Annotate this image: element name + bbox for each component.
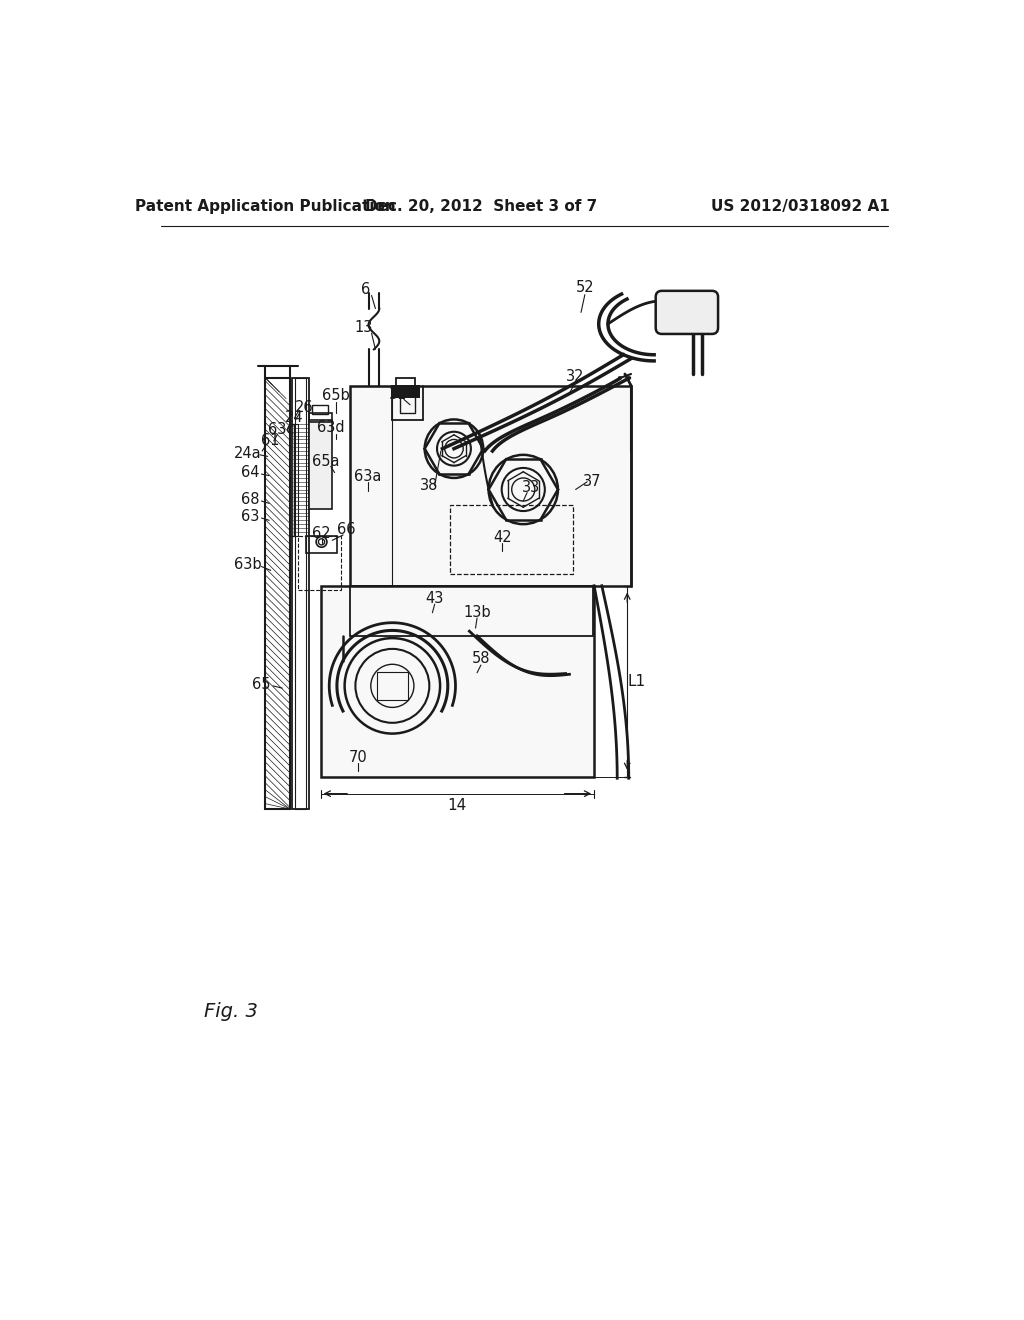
Text: 38: 38 bbox=[420, 478, 438, 494]
Bar bbox=[306, 536, 337, 553]
Bar bbox=[265, 378, 290, 809]
Text: Dec. 20, 2012  Sheet 3 of 7: Dec. 20, 2012 Sheet 3 of 7 bbox=[365, 198, 597, 214]
Text: Patent Application Publication: Patent Application Publication bbox=[135, 198, 395, 214]
Bar bbox=[298, 536, 341, 590]
FancyBboxPatch shape bbox=[655, 290, 718, 334]
Bar bbox=[400, 385, 416, 412]
Text: 24a: 24a bbox=[233, 446, 261, 461]
Text: 64: 64 bbox=[241, 465, 259, 480]
Text: 61: 61 bbox=[261, 433, 280, 447]
Text: US 2012/0318092 A1: US 2012/0318092 A1 bbox=[711, 198, 890, 214]
Bar bbox=[451, 506, 573, 574]
Text: 37: 37 bbox=[584, 474, 602, 490]
Text: 63d: 63d bbox=[317, 420, 344, 436]
Bar bbox=[311, 405, 329, 414]
Text: 14: 14 bbox=[447, 797, 467, 813]
Text: 26: 26 bbox=[295, 400, 313, 414]
Text: 70: 70 bbox=[348, 750, 367, 766]
Bar bbox=[309, 412, 333, 422]
Bar bbox=[295, 378, 306, 809]
Text: 43: 43 bbox=[426, 591, 443, 606]
Bar bbox=[350, 385, 631, 586]
Text: 33: 33 bbox=[522, 479, 540, 495]
Text: Fig. 3: Fig. 3 bbox=[204, 1002, 258, 1022]
Bar bbox=[396, 378, 416, 392]
Text: 6: 6 bbox=[360, 281, 370, 297]
Text: 32: 32 bbox=[566, 368, 585, 384]
Text: 63a: 63a bbox=[354, 469, 381, 484]
Bar bbox=[350, 385, 392, 586]
Bar bbox=[350, 586, 593, 636]
Text: 52: 52 bbox=[575, 280, 594, 296]
Text: 63b: 63b bbox=[233, 557, 261, 572]
Text: 58: 58 bbox=[472, 651, 490, 667]
Text: 24: 24 bbox=[286, 411, 304, 425]
Text: L1: L1 bbox=[628, 673, 645, 689]
Text: 65a: 65a bbox=[311, 454, 339, 469]
Bar bbox=[294, 424, 298, 536]
Bar bbox=[309, 420, 333, 508]
Text: 13: 13 bbox=[354, 321, 373, 335]
Text: 31: 31 bbox=[389, 387, 408, 401]
Bar bbox=[290, 424, 294, 536]
Bar bbox=[292, 378, 309, 809]
Text: 62: 62 bbox=[312, 525, 331, 541]
Text: 63: 63 bbox=[241, 510, 259, 524]
Text: 13b: 13b bbox=[463, 605, 490, 620]
Text: 65b: 65b bbox=[323, 388, 350, 403]
Text: 68: 68 bbox=[241, 492, 259, 507]
Text: 63c: 63c bbox=[268, 422, 295, 437]
Text: 42: 42 bbox=[494, 529, 512, 545]
Bar bbox=[377, 672, 408, 700]
Text: 66: 66 bbox=[337, 521, 355, 537]
Text: 65: 65 bbox=[252, 677, 270, 692]
Bar bbox=[321, 586, 594, 776]
